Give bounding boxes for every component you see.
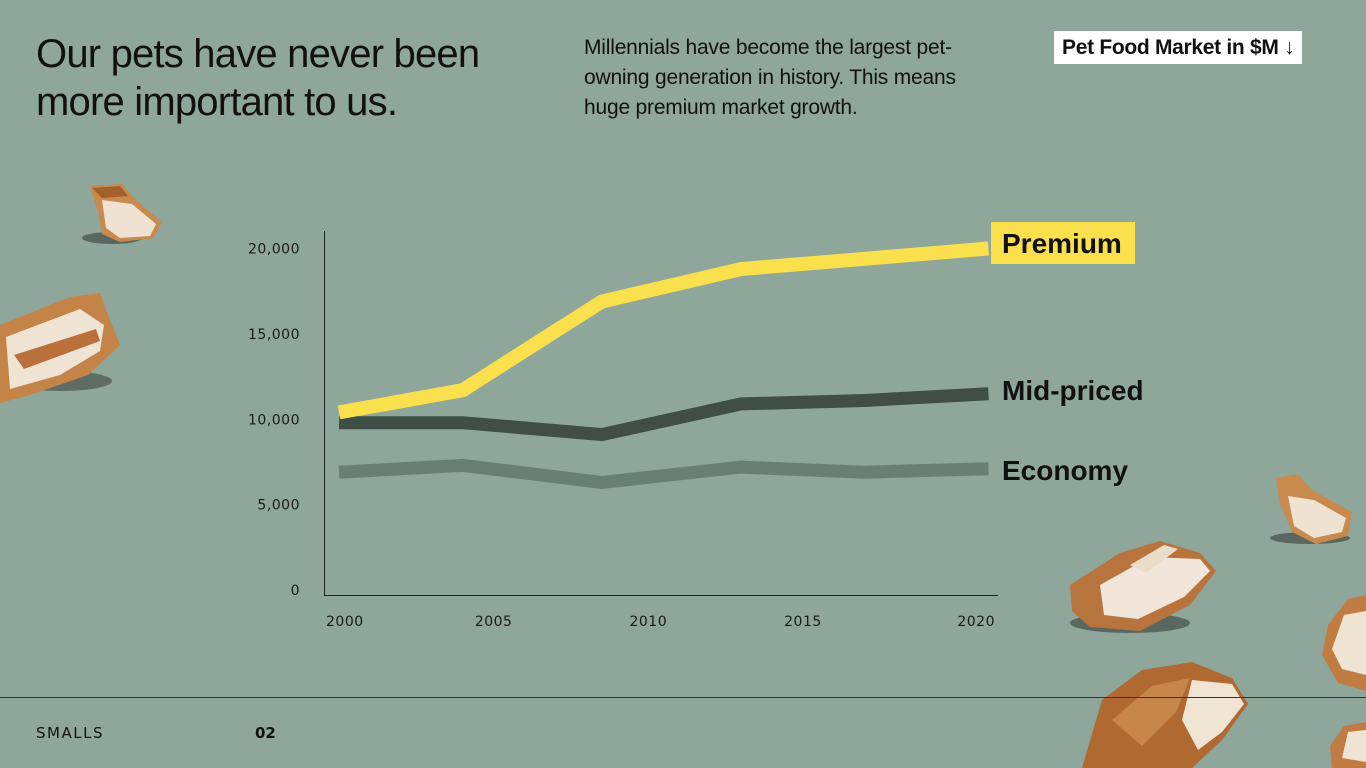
y-tick-label: 10,000 [248,412,300,428]
page-number: 02 [255,724,276,742]
y-tick-label: 0 [291,583,300,599]
y-tick-label: 15,000 [248,327,300,343]
chicken-slice-icon [1270,474,1352,544]
subtitle-text: Millennials have become the largest pet-… [584,36,956,119]
chicken-slice-icon [1322,595,1366,691]
series-line-premium [337,241,990,420]
chart-title-badge: Pet Food Market in $M ↓ [1054,31,1303,64]
series-line-economy [338,458,989,489]
series-label-mid-priced: Mid-priced [1002,375,1144,406]
y-tick-label: 5,000 [257,498,300,514]
x-tick-label: 2015 [784,614,822,630]
series-label-economy: Economy [1002,455,1128,486]
page-title: Our pets have never been more important … [36,32,480,124]
brand-name: SMALLS [36,724,104,742]
chicken-slice-icon [1070,541,1216,633]
x-tick-label: 2010 [629,614,667,630]
x-tick-label: 2005 [475,614,513,630]
footer-divider [0,697,1366,698]
chicken-slice-icon [0,293,120,403]
series-label-premium: Premium [1002,228,1122,259]
y-tick-label: 20,000 [248,242,300,258]
chicken-slice-icon [1330,722,1366,768]
x-tick-label: 2020 [957,614,995,630]
chicken-slice-icon [82,184,162,244]
premium-label-highlight [991,222,1135,264]
series-line-mid-priced [339,387,989,442]
x-tick-label: 2000 [326,614,364,630]
